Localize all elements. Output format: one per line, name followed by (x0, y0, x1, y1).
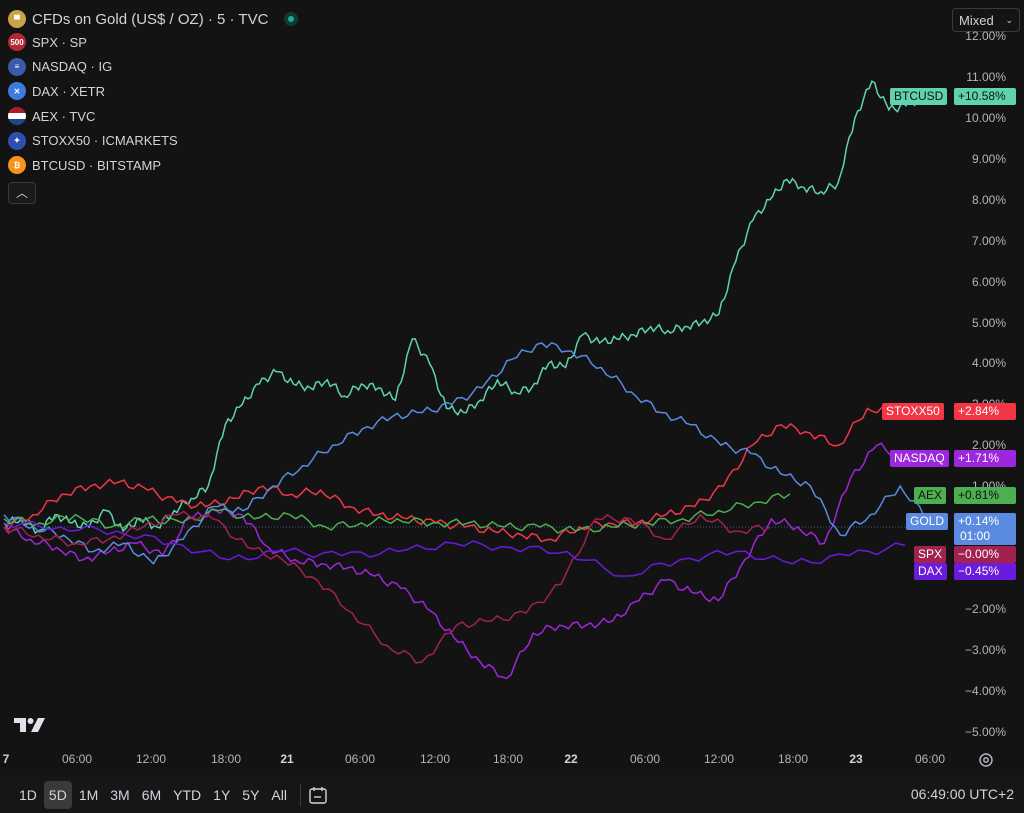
calendar-range-icon[interactable] (307, 784, 329, 806)
x-axis-tick-label: 06:00 (914, 752, 946, 766)
x-axis-tick-label: 23 (849, 752, 863, 766)
legend-item-label: SPX · SP (32, 34, 87, 50)
eu-flag-icon: ✦ (8, 131, 26, 150)
x-axis-tick-label: 18:00 (492, 752, 524, 766)
y-axis-tick-label: 11.00% (966, 70, 1006, 85)
series-value-pill: +2.84% (954, 403, 1016, 420)
range-button-all[interactable]: All (271, 787, 287, 803)
x-axis-tick-label: 12:00 (703, 752, 735, 766)
gear-icon[interactable] (976, 750, 996, 770)
legend-item[interactable]: ✕ DAX · XETR (8, 79, 298, 104)
legend-item[interactable]: ✦ STOXX50 · ICMARKETS (8, 128, 298, 153)
range-button-3m[interactable]: 3M (110, 787, 130, 803)
series-value-pill: +0.14% (954, 513, 1016, 545)
collapse-legend-button[interactable]: ︿ (8, 181, 36, 204)
x-axis-tick-label: 12:00 (135, 752, 167, 766)
nl-flag-icon (8, 107, 26, 126)
scale-mode-dropdown[interactable]: Mixed ⌄ (952, 8, 1020, 32)
series-line-aex[interactable] (3, 492, 791, 534)
toolbar-divider (299, 784, 301, 806)
legend-item-label: NASDAQ · IG (32, 59, 113, 75)
range-button-5y[interactable]: 5Y (242, 787, 260, 803)
y-axis-tick-label: 12.00% (965, 29, 1006, 44)
series-name-pill[interactable]: BTCUSD (890, 88, 948, 105)
x-axis-tick-label: 22 (564, 752, 578, 766)
series-name-pill[interactable]: AEX (914, 487, 947, 504)
y-axis-tick-label: 4.00% (971, 356, 1006, 371)
chart-area[interactable]: ▀ CFDs on Gold (US$ / OZ) · 5 · TVC 500 S… (0, 0, 1024, 775)
tradingview-logo-icon[interactable] (14, 714, 46, 734)
y-axis-tick-label: 6.00% (971, 274, 1006, 289)
x-axis-tick-label: 06:00 (344, 752, 376, 766)
series-value-pill: −0.00% (954, 546, 1016, 563)
market-status-icon[interactable] (284, 12, 299, 26)
x-axis-tick-label: 06:00 (61, 752, 93, 766)
legend-item[interactable]: 500 SPX · SP (8, 30, 298, 55)
range-button-1d[interactable]: 1D (19, 787, 37, 803)
price-plot[interactable] (0, 0, 1024, 775)
series-value-pill: −0.45% (954, 563, 1016, 580)
series-line-gold[interactable] (3, 341, 931, 566)
y-axis-tick-label: 2.00% (971, 438, 1006, 453)
legend-item-label: BTCUSD · BITSTAMP (32, 157, 162, 173)
y-axis-tick-label: −3.00% (964, 642, 1006, 657)
symbol-500-icon: 500 (8, 33, 26, 52)
y-axis-tick-label: 9.00% (971, 151, 1006, 166)
series-line-nasdaq[interactable] (3, 442, 931, 680)
range-button-1m[interactable]: 1M (78, 787, 99, 803)
chevron-down-icon: ⌄ (1005, 14, 1013, 25)
x-axis-tick-label: 18:00 (777, 752, 809, 766)
series-value-pill: +0.81% (954, 487, 1016, 504)
series-countdown: 01:00 (960, 529, 991, 543)
series-name-pill[interactable]: DAX (914, 563, 947, 580)
main-symbol-label: CFDs on Gold (US$ / OZ) · 5 · TVC (32, 10, 269, 28)
series-line-btcusd[interactable] (3, 80, 941, 535)
series-line-stoxx50[interactable] (3, 406, 926, 543)
legend-item-label: DAX · XETR (32, 83, 105, 99)
series-name-pill[interactable]: STOXX50 (882, 403, 944, 420)
y-axis-tick-label: 5.00% (971, 315, 1006, 330)
legend-item-label: AEX · TVC (32, 108, 96, 124)
symbol-x-icon: ✕ (8, 82, 26, 101)
series-name-pill[interactable]: GOLD (906, 513, 949, 530)
x-axis-tick-label: 12:00 (419, 752, 451, 766)
chevron-up-icon: ︿ (15, 186, 28, 201)
range-button-5d[interactable]: 5D (43, 781, 72, 809)
legend-item-label: STOXX50 · ICMARKETS (32, 133, 178, 149)
legend-item[interactable]: AEX · TVC (8, 104, 298, 129)
legend-item[interactable]: ≡ NASDAQ · IG (8, 55, 298, 80)
us-flag-icon: ≡ (8, 57, 26, 76)
y-axis-tick-label: −2.00% (964, 601, 1006, 616)
range-button-1y[interactable]: 1Y (213, 787, 231, 803)
series-value-pill: +1.71% (954, 450, 1016, 467)
y-axis-tick-label: −4.00% (964, 683, 1006, 698)
btc-icon: ₿ (8, 156, 26, 175)
clock-timezone[interactable]: 06:49:00 UTC+2 (910, 786, 1014, 802)
y-axis-tick-label: 10.00% (965, 111, 1006, 125)
x-axis-tick-label: 06:00 (629, 752, 661, 766)
legend-item[interactable]: ₿ BTCUSD · BITSTAMP (8, 153, 298, 178)
y-axis-tick-label: 7.00% (971, 233, 1006, 248)
bottom-toolbar: 1D 5D 1M 3M 6M YTD 1Y 5Y All 06:49:00 UTC+2 (0, 777, 1024, 813)
series-name-pill[interactable]: SPX (914, 546, 947, 563)
main-symbol-row[interactable]: ▀ CFDs on Gold (US$ / OZ) · 5 · TVC (8, 8, 299, 30)
x-axis-tick-label: 18:00 (210, 752, 242, 766)
scale-mode-label: Mixed (959, 12, 994, 28)
x-axis-tick-label: 7 (2, 752, 10, 766)
series-line-dax[interactable] (3, 520, 906, 577)
y-axis-tick-label: 8.00% (971, 192, 1006, 207)
range-button-6m[interactable]: 6M (141, 787, 162, 803)
y-axis-tick-label: −5.00% (964, 724, 1006, 739)
series-value-pill: +10.58% (954, 88, 1016, 105)
x-axis-tick-label: 21 (280, 752, 294, 766)
series-line-spx[interactable] (3, 510, 771, 664)
range-button-ytd[interactable]: YTD (173, 787, 202, 803)
gold-bars-icon: ▀ (8, 10, 26, 28)
series-name-pill[interactable]: NASDAQ (890, 450, 949, 467)
legend: ▀ CFDs on Gold (US$ / OZ) · 5 · TVC 500 S… (8, 8, 299, 204)
